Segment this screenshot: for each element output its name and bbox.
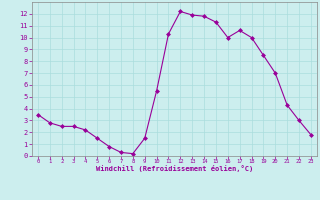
X-axis label: Windchill (Refroidissement éolien,°C): Windchill (Refroidissement éolien,°C) <box>96 165 253 172</box>
